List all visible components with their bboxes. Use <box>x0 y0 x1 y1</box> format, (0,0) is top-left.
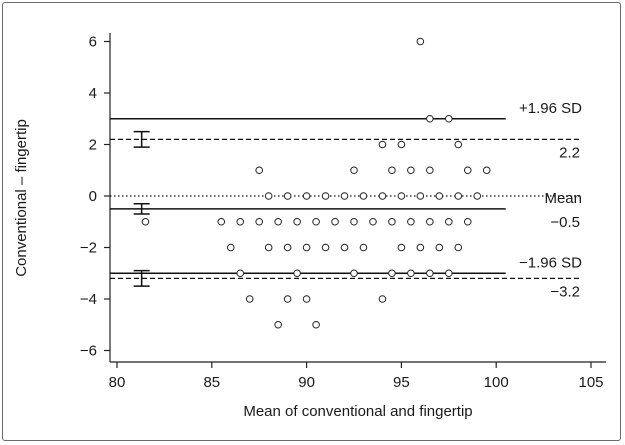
data-point <box>141 217 150 226</box>
data-point <box>454 243 463 252</box>
x-tick-label: 100 <box>484 374 509 391</box>
data-point <box>454 192 463 200</box>
reference-line-value: −3.2 <box>550 283 580 300</box>
data-point <box>255 166 264 175</box>
reference-line-value: 2.2 <box>559 144 580 161</box>
data-point <box>264 192 273 200</box>
data-point <box>454 140 463 149</box>
data-point <box>293 217 301 226</box>
reference-line-label: Mean <box>544 190 582 207</box>
data-point <box>293 269 301 278</box>
data-point <box>340 243 349 252</box>
data-point <box>416 243 425 252</box>
data-point <box>302 192 311 200</box>
x-tick-label: 80 <box>109 374 126 391</box>
data-point <box>435 192 444 200</box>
data-point <box>236 269 245 278</box>
x-tick-label: 105 <box>578 374 603 391</box>
data-point <box>416 192 425 200</box>
data-point <box>321 192 330 200</box>
data-point <box>378 295 387 303</box>
x-axis-label: Mean of conventional and fingertip <box>243 403 472 420</box>
y-tick-label: 6 <box>89 34 97 51</box>
data-point <box>388 166 396 175</box>
data-point <box>245 295 254 303</box>
data-point <box>331 217 339 226</box>
data-point <box>416 37 425 46</box>
data-point <box>350 269 358 278</box>
data-point <box>445 217 453 226</box>
data-point <box>397 140 406 149</box>
data-point <box>274 320 282 329</box>
data-point <box>407 269 415 278</box>
x-tick-label: 95 <box>393 374 410 391</box>
data-point <box>388 269 396 278</box>
y-axis-label: Conventional – fingertip <box>13 119 30 277</box>
data-point <box>388 217 396 226</box>
data-point <box>445 269 453 278</box>
data-point <box>359 192 368 200</box>
x-tick-label: 85 <box>203 374 220 391</box>
data-point <box>407 166 415 175</box>
data-point <box>463 166 472 175</box>
data-point <box>463 217 472 226</box>
data-point <box>283 243 292 252</box>
reference-line-value: −0.5 <box>550 214 580 231</box>
data-points <box>141 37 491 329</box>
data-point <box>473 192 482 200</box>
confidence-intervals <box>133 130 150 287</box>
axes <box>109 33 606 363</box>
data-point <box>378 140 387 149</box>
data-point <box>340 192 349 200</box>
data-point <box>426 217 434 226</box>
data-point <box>482 166 491 175</box>
data-point <box>274 217 282 226</box>
data-point <box>435 243 444 252</box>
data-point <box>378 192 387 200</box>
data-point <box>255 217 264 226</box>
chart-frame <box>2 2 621 441</box>
data-point <box>350 217 358 226</box>
data-point <box>426 269 434 278</box>
data-point <box>312 320 320 329</box>
reference-line-label: +1.96 SD <box>519 100 582 117</box>
y-tick-label: −2 <box>80 240 97 257</box>
data-point <box>226 243 235 252</box>
data-point <box>350 166 358 175</box>
reference-line-label: −1.96 SD <box>519 254 582 271</box>
data-point <box>359 243 368 252</box>
y-tick-label: 2 <box>89 137 97 154</box>
x-tick-label: 90 <box>298 374 315 391</box>
reference-labels: +1.96 SD 2.2 Mean −0.5 −1.96 SD −3.2 <box>519 100 582 301</box>
data-point <box>302 295 311 303</box>
data-point <box>236 217 245 226</box>
data-point <box>283 192 292 200</box>
data-point <box>445 114 453 123</box>
data-point <box>312 217 320 226</box>
data-point <box>426 114 434 123</box>
data-point <box>264 243 273 252</box>
y-tick-label: −4 <box>80 291 97 308</box>
ticks: 80 85 90 95 100 105 −6 −4 −2 0 2 4 6 <box>80 34 604 392</box>
data-point <box>426 166 434 175</box>
data-point <box>407 217 415 226</box>
data-point <box>397 243 406 252</box>
y-tick-label: −6 <box>80 343 97 360</box>
data-point <box>397 192 406 200</box>
data-point <box>283 295 292 303</box>
data-point <box>302 243 311 252</box>
data-point <box>321 243 330 252</box>
y-tick-label: 4 <box>89 85 97 102</box>
data-point <box>217 217 226 226</box>
data-point <box>369 217 377 226</box>
y-tick-label: 0 <box>89 188 97 205</box>
